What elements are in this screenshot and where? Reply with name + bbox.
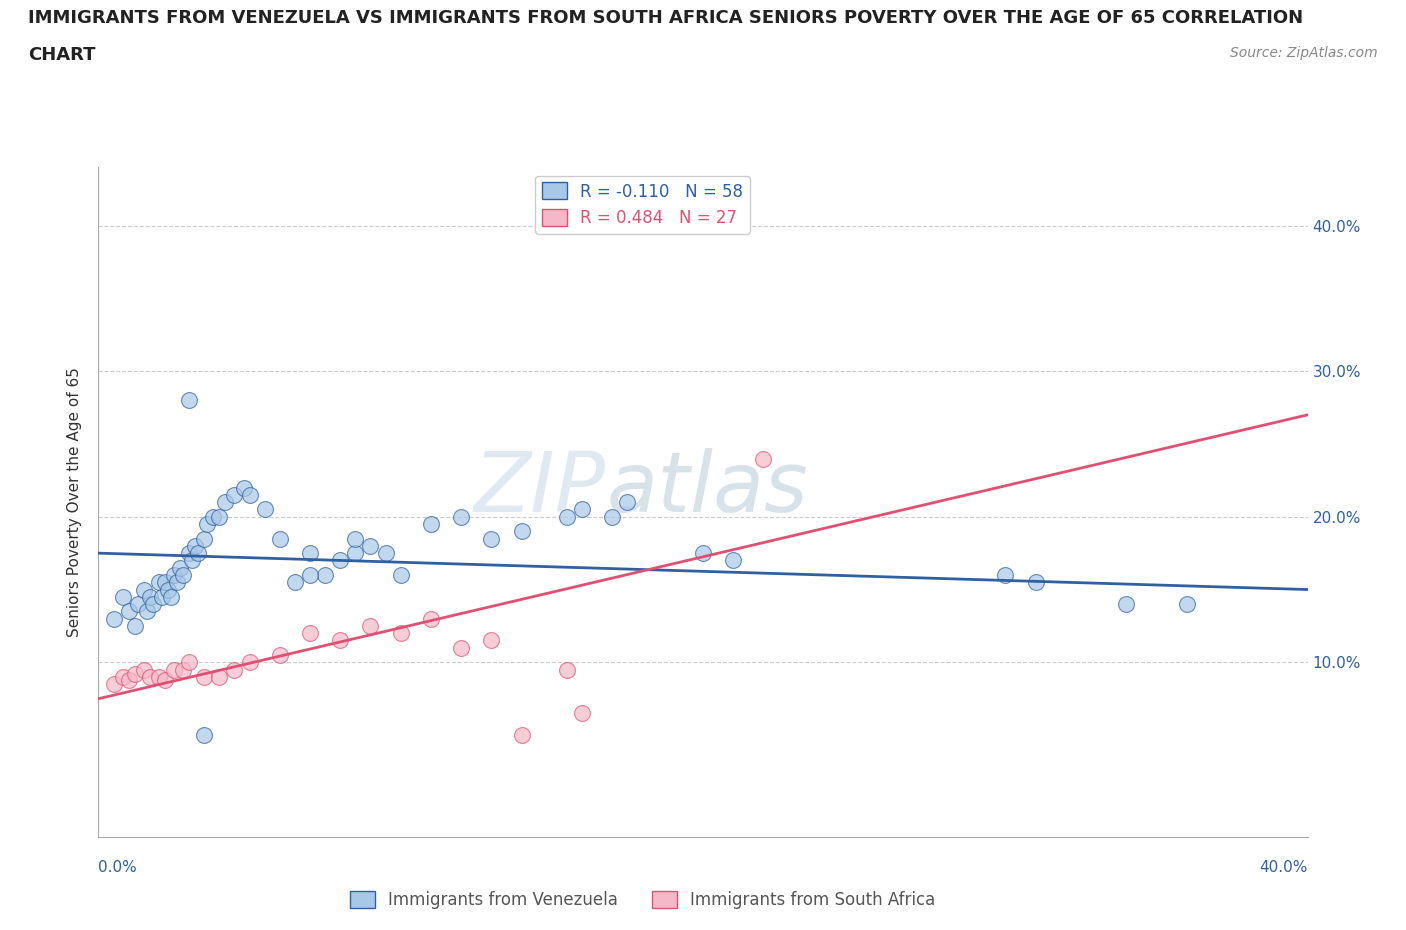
Point: [389, 567, 412, 582]
Point: [208, 670, 231, 684]
Point: [124, 667, 146, 682]
Point: [450, 641, 472, 656]
Point: [752, 451, 775, 466]
Y-axis label: Seniors Poverty Over the Age of 65: Seniors Poverty Over the Age of 65: [67, 367, 83, 637]
Point: [195, 516, 218, 531]
Point: [179, 546, 201, 561]
Point: [148, 575, 170, 590]
Point: [118, 604, 141, 618]
Point: [360, 618, 382, 633]
Point: [193, 670, 215, 684]
Point: [139, 590, 162, 604]
Point: [224, 487, 246, 502]
Point: [111, 670, 134, 684]
Point: [150, 590, 173, 604]
Point: [142, 597, 165, 612]
Point: [329, 553, 352, 568]
Point: [111, 590, 134, 604]
Point: [723, 553, 745, 568]
Point: [374, 546, 396, 561]
Point: [202, 510, 225, 525]
Point: [481, 633, 503, 648]
Point: [284, 575, 307, 590]
Text: Source: ZipAtlas.com: Source: ZipAtlas.com: [1230, 46, 1378, 60]
Point: [239, 655, 262, 670]
Point: [510, 727, 533, 742]
Point: [163, 567, 186, 582]
Point: [420, 516, 443, 531]
Point: [172, 662, 194, 677]
Point: [1024, 575, 1046, 590]
Point: [269, 647, 291, 662]
Point: [571, 502, 593, 517]
Point: [239, 487, 262, 502]
Point: [510, 524, 533, 538]
Point: [232, 480, 254, 495]
Point: [602, 510, 624, 525]
Point: [153, 575, 176, 590]
Point: [179, 392, 201, 407]
Point: [156, 582, 179, 597]
Point: [163, 662, 186, 677]
Point: [344, 546, 367, 561]
Point: [103, 611, 125, 626]
Point: [169, 560, 191, 575]
Point: [299, 626, 322, 641]
Point: [555, 510, 578, 525]
Point: [329, 633, 352, 648]
Point: [420, 611, 443, 626]
Point: [193, 727, 215, 742]
Point: [135, 604, 157, 618]
Point: [187, 546, 209, 561]
Point: [166, 575, 188, 590]
Point: [450, 510, 472, 525]
Point: [224, 662, 246, 677]
Point: [253, 502, 276, 517]
Text: 40.0%: 40.0%: [1260, 860, 1308, 875]
Text: 0.0%: 0.0%: [98, 860, 138, 875]
Point: [1175, 597, 1198, 612]
Text: CHART: CHART: [28, 46, 96, 64]
Point: [179, 655, 201, 670]
Point: [103, 677, 125, 692]
Point: [181, 553, 204, 568]
Point: [692, 546, 714, 561]
Point: [127, 597, 149, 612]
Point: [269, 531, 291, 546]
Point: [214, 495, 236, 510]
Point: [148, 670, 170, 684]
Point: [132, 582, 155, 597]
Point: [193, 531, 215, 546]
Point: [389, 626, 412, 641]
Point: [160, 590, 183, 604]
Point: [571, 706, 593, 721]
Point: [172, 567, 194, 582]
Text: IMMIGRANTS FROM VENEZUELA VS IMMIGRANTS FROM SOUTH AFRICA SENIORS POVERTY OVER T: IMMIGRANTS FROM VENEZUELA VS IMMIGRANTS …: [28, 9, 1303, 27]
Point: [299, 546, 322, 561]
Point: [153, 672, 176, 687]
Point: [616, 495, 638, 510]
Point: [481, 531, 503, 546]
Point: [344, 531, 367, 546]
Point: [208, 510, 231, 525]
Point: [360, 538, 382, 553]
Point: [124, 618, 146, 633]
Point: [994, 567, 1017, 582]
Point: [118, 672, 141, 687]
Point: [299, 567, 322, 582]
Point: [139, 670, 162, 684]
Text: atlas: atlas: [606, 448, 808, 529]
Point: [132, 662, 155, 677]
Text: ZIP: ZIP: [474, 448, 606, 529]
Point: [1115, 597, 1137, 612]
Legend: Immigrants from Venezuela, Immigrants from South Africa: Immigrants from Venezuela, Immigrants fr…: [343, 884, 942, 916]
Point: [184, 538, 207, 553]
Point: [555, 662, 578, 677]
Point: [314, 567, 336, 582]
